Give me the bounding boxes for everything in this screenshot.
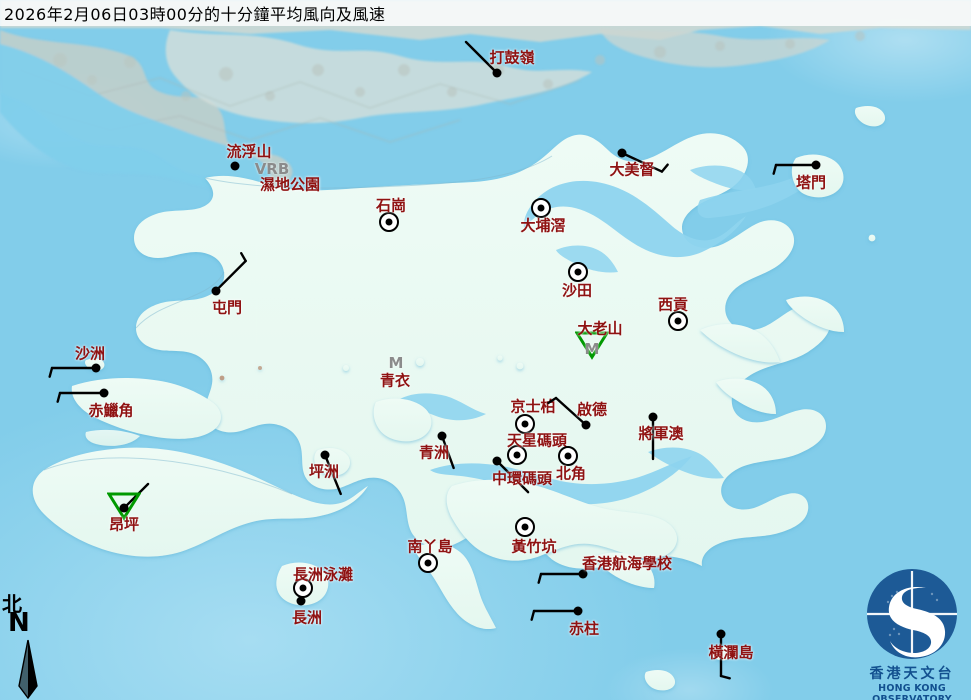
station-label-橫瀾島[interactable]: 橫瀾島 xyxy=(708,643,754,662)
missing-data-flag-青衣: M xyxy=(388,354,404,372)
station-label-西貢[interactable]: 西貢 xyxy=(657,295,689,314)
compass-north-zh: 北 xyxy=(2,592,22,616)
station-label-濕地公園[interactable]: 濕地公園 xyxy=(259,175,321,194)
station-label-昂坪[interactable]: 昂坪 xyxy=(108,515,140,534)
station-label-中環碼頭[interactable]: 中環碼頭 xyxy=(491,469,553,488)
calm-triangle-icon-大老山[interactable] xyxy=(574,330,610,364)
variable-wind-flag-流浮山: VRB xyxy=(254,160,290,178)
station-marker-昂坪[interactable] xyxy=(119,503,129,513)
station-marker-坪洲[interactable] xyxy=(320,450,330,460)
station-marker-赤鱲角[interactable] xyxy=(99,388,109,398)
station-marker-打鼓嶺[interactable] xyxy=(492,68,502,78)
station-label-赤柱[interactable]: 赤柱 xyxy=(568,619,600,638)
station-label-黃竹坑[interactable]: 黃竹坑 xyxy=(511,537,557,556)
station-marker-塔門[interactable] xyxy=(811,160,821,170)
calm-station-marker-大埔滘[interactable] xyxy=(531,198,551,218)
station-label-啟德[interactable]: 啟德 xyxy=(576,400,608,419)
station-label-沙田[interactable]: 沙田 xyxy=(561,281,593,300)
page-title: 2026年2月06日03時00分的十分鐘平均風向及風速 xyxy=(4,5,386,24)
station-label-坪洲[interactable]: 坪洲 xyxy=(308,462,340,481)
station-label-天星碼頭[interactable]: 天星碼頭 xyxy=(506,431,568,450)
station-marker-將軍澳[interactable] xyxy=(648,412,658,422)
station-marker-青洲[interactable] xyxy=(437,431,447,441)
compass-needle-icon xyxy=(18,639,38,700)
station-marker-長洲[interactable] xyxy=(296,596,306,606)
hong-kong-island xyxy=(446,479,678,588)
station-marker-沙洲[interactable] xyxy=(91,363,101,373)
calm-station-marker-沙田[interactable] xyxy=(568,262,588,282)
station-label-長洲泳灘[interactable]: 長洲泳灘 xyxy=(292,565,354,584)
station-marker-赤柱[interactable] xyxy=(573,606,583,616)
station-label-大老山[interactable]: 大老山 xyxy=(577,319,623,338)
compass-north-en: N xyxy=(8,608,30,638)
calm-triangle-icon-昂坪[interactable] xyxy=(106,491,142,525)
hko-emblem-icon xyxy=(867,569,957,659)
station-label-青洲[interactable]: 青洲 xyxy=(418,443,450,462)
station-label-赤鱲角[interactable]: 赤鱲角 xyxy=(88,401,134,420)
station-marker-香港航海學校[interactable] xyxy=(578,569,588,579)
station-label-沙洲[interactable]: 沙洲 xyxy=(74,344,106,363)
station-marker-大美督[interactable] xyxy=(617,148,627,158)
station-marker-啟德[interactable] xyxy=(581,420,591,430)
station-label-大埔滘[interactable]: 大埔滘 xyxy=(520,216,566,235)
calm-station-marker-北角[interactable] xyxy=(558,446,578,466)
station-label-石崗[interactable]: 石崗 xyxy=(375,196,407,215)
station-label-京士柏[interactable]: 京士柏 xyxy=(510,397,556,416)
compass-rose: 北 N xyxy=(2,588,64,700)
station-label-流浮山[interactable]: 流浮山 xyxy=(226,142,272,161)
title-bar: 2026年2月06日03時00分的十分鐘平均風向及風速 xyxy=(0,0,971,26)
station-label-長洲[interactable]: 長洲 xyxy=(291,608,323,627)
calm-station-marker-黃竹坑[interactable] xyxy=(515,517,535,537)
missing-data-flag-大老山: M xyxy=(584,340,600,358)
station-label-北角[interactable]: 北角 xyxy=(555,464,587,483)
inland-waters xyxy=(398,160,836,505)
station-label-塔門[interactable]: 塔門 xyxy=(795,173,827,192)
hko-logo: 香港天文台 HONG KONG OBSERVATORY xyxy=(856,566,968,700)
station-marker-流浮山[interactable] xyxy=(230,161,240,171)
station-marker-中環碼頭[interactable] xyxy=(492,456,502,466)
calm-station-marker-西貢[interactable] xyxy=(668,311,688,331)
calm-station-marker-京士柏[interactable] xyxy=(515,414,535,434)
station-label-將軍澳[interactable]: 將軍澳 xyxy=(638,424,684,443)
calm-station-marker-南丫島[interactable] xyxy=(418,553,438,573)
calm-station-marker-石崗[interactable] xyxy=(379,212,399,232)
station-marker-屯門[interactable] xyxy=(211,286,221,296)
station-label-打鼓嶺[interactable]: 打鼓嶺 xyxy=(489,48,535,67)
station-label-青衣[interactable]: 青衣 xyxy=(379,371,411,390)
sai-kung-islands xyxy=(700,296,844,414)
station-label-香港航海學校[interactable]: 香港航海學校 xyxy=(581,554,673,573)
station-label-大美督[interactable]: 大美督 xyxy=(609,160,655,179)
station-marker-橫瀾島[interactable] xyxy=(716,629,726,639)
station-label-南丫島[interactable]: 南丫島 xyxy=(407,537,453,556)
hko-name-en: HONG KONG OBSERVATORY xyxy=(872,683,952,700)
station-label-屯門[interactable]: 屯門 xyxy=(211,298,243,317)
lantau-island xyxy=(32,378,369,557)
hko-name-zh: 香港天文台 xyxy=(869,666,955,682)
